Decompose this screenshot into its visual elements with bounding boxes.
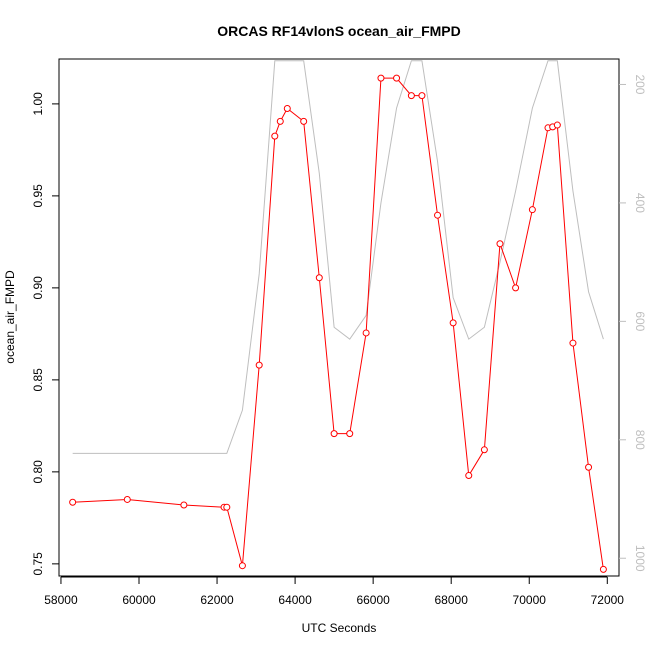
data-point: [362, 329, 370, 337]
x-tick-label: 64000: [278, 593, 312, 607]
data-point: [599, 565, 607, 573]
data-point: [315, 274, 323, 282]
data-point: [512, 284, 520, 292]
data-point: [377, 74, 385, 82]
data-point: [465, 472, 473, 480]
data-point: [418, 92, 426, 100]
series-line-right-axis: [72, 60, 604, 454]
data-point: [180, 501, 188, 509]
data-point: [271, 132, 279, 140]
y2-tick-label: 600: [633, 311, 647, 331]
y-tick-label: 0.95: [31, 184, 45, 208]
data-point: [69, 498, 77, 506]
data-point: [276, 117, 284, 125]
chart-title: ORCAS RF14vlonS ocean_air_FMPD: [217, 23, 461, 39]
x-tick-label: 62000: [200, 593, 234, 607]
data-point: [238, 562, 246, 570]
x-tick-label: 60000: [122, 593, 156, 607]
data-point: [330, 430, 338, 438]
data-point: [569, 339, 577, 347]
data-point: [553, 121, 561, 129]
data-point: [223, 503, 231, 511]
y2-tick-label: 800: [633, 430, 647, 450]
data-point: [255, 361, 263, 369]
data-point: [449, 319, 457, 327]
y2-tick-label: 1000: [633, 545, 647, 572]
series-line-ocean-air-fmpd: [72, 77, 604, 570]
x-axis-label: UTC Seconds: [302, 621, 377, 635]
x-tick-label: 68000: [435, 593, 469, 607]
data-point: [528, 206, 536, 214]
data-point: [123, 495, 131, 503]
data-point: [283, 104, 291, 112]
y2-tick-label: 200: [633, 74, 647, 94]
plot-frame: [58, 58, 620, 577]
x-tick-label: 72000: [591, 593, 625, 607]
data-point: [346, 430, 354, 438]
y-tick-label: 0.85: [31, 368, 45, 392]
y-tick-label: 0.90: [31, 276, 45, 300]
data-point: [480, 446, 488, 454]
data-point: [434, 211, 442, 219]
y-tick-label: 1.00: [31, 92, 45, 116]
data-point: [496, 240, 504, 248]
x-tick-label: 58000: [44, 593, 78, 607]
data-point: [393, 74, 401, 82]
data-point: [300, 117, 308, 125]
y-tick-label: 0.80: [31, 460, 45, 484]
y2-tick-label: 400: [633, 193, 647, 213]
x-tick-label: 66000: [356, 593, 390, 607]
x-tick-label: 70000: [513, 593, 547, 607]
data-point: [585, 463, 593, 471]
y-axis-label: ocean_air_FMPD: [3, 270, 17, 364]
y-tick-label: 0.75: [31, 552, 45, 576]
plot-area: 58000 60000 62000 64000 66000 68000 70000 72000…: [31, 58, 647, 607]
data-point: [407, 92, 415, 100]
